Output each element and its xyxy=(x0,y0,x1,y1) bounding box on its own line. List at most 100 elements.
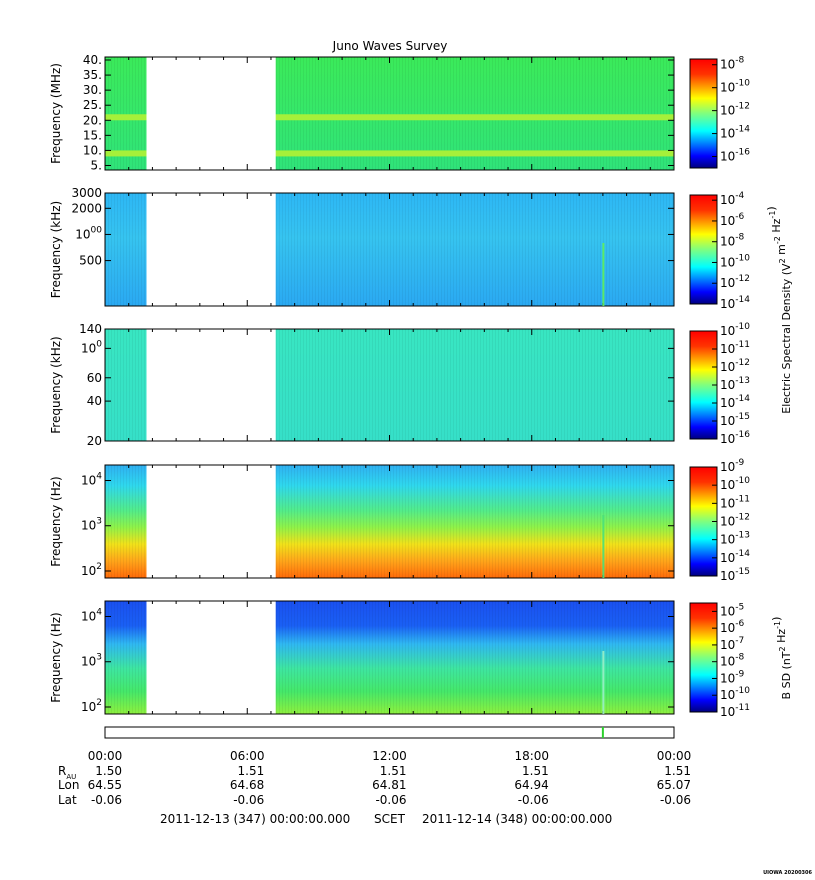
colorbar-tick-label: 10-8 xyxy=(720,233,745,249)
colorbar-tick-label: 10-12 xyxy=(720,358,750,374)
ephem-value: -0.06 xyxy=(518,793,549,807)
range-scet: SCET xyxy=(374,812,406,826)
colorbar-tick-label: 10-13 xyxy=(720,376,750,392)
event-spike xyxy=(602,651,605,714)
y-tick-label: 20. xyxy=(83,113,102,127)
colorbar-tick-label: 10-10 xyxy=(720,253,750,269)
colorbar-tick-label: 10-13 xyxy=(720,531,750,547)
colorbar-tick-label: 10-12 xyxy=(720,513,750,529)
ephem-value: 65.07 xyxy=(657,778,691,792)
data-gap xyxy=(146,465,276,578)
ephem-value: 64.94 xyxy=(514,778,548,792)
footer-stamp: UIOWA 20200306 xyxy=(763,870,812,876)
event-strip xyxy=(104,726,675,739)
colorbar-tick-label: 10-8 xyxy=(720,653,745,669)
colorbar-tick-label: 10-11 xyxy=(720,703,750,719)
colorbar-4: 10-9 10-10 10-11 10-12 10-13 10-14 10-15 xyxy=(689,458,750,583)
data-gap xyxy=(146,193,276,306)
y-tick-label: 10. xyxy=(83,143,102,157)
ephem-value: -0.06 xyxy=(91,793,122,807)
ephem-value: 1.50 xyxy=(95,764,122,778)
colorbar-tick-label: 10-14 xyxy=(720,125,750,141)
panel-5: 102 103 104 Frequency (Hz) xyxy=(49,600,675,715)
colorbar-tick-label: 10-16 xyxy=(720,148,750,164)
time-tick-label: 00:00 xyxy=(657,749,692,763)
emission-band xyxy=(105,150,674,157)
colorbar-tick-label: 10-14 xyxy=(720,549,750,565)
y-tick-label: 2000 xyxy=(71,201,102,215)
y-axis-label: Frequency (kHz) xyxy=(49,336,63,433)
emission-band xyxy=(105,114,674,121)
colorbar-tick-label: 10-15 xyxy=(720,412,750,428)
time-axis: 00:00 06:00 12:00 18:00 00:00 xyxy=(88,749,692,763)
colorbar-tick-label: 10-11 xyxy=(720,494,750,510)
y-tick-label: 5. xyxy=(91,158,102,172)
ephem-value: -0.06 xyxy=(375,793,406,807)
range-start: 2011-12-13 (347) 00:00:00.000 xyxy=(160,812,350,826)
y-axis-label: Frequency (Hz) xyxy=(49,476,63,567)
colorbar-tick-label: 10-7 xyxy=(720,636,744,652)
colorbars: 10-8 10-10 10-12 10-14 10-16 10-4 10-6 10-8 10-1… xyxy=(689,56,750,719)
ephem-value: 1.51 xyxy=(664,764,691,778)
ephem-value: 64.81 xyxy=(372,778,406,792)
ephem-value: -0.06 xyxy=(660,793,691,807)
range-end: 2011-12-14 (348) 00:00:00.000 xyxy=(422,812,612,826)
electric-colorbar-title: Electric Spectral Density (V2 m-2 Hz-1) xyxy=(765,206,793,413)
y-tick-label: 104 xyxy=(81,471,102,487)
ephem-value: -0.06 xyxy=(233,793,264,807)
time-tick-label: 12:00 xyxy=(372,749,407,763)
colorbar-tick-label: 10-11 xyxy=(720,340,750,356)
y-tick-label: 103 xyxy=(81,517,102,533)
y-axis-label: Frequency (kHz) xyxy=(49,201,63,298)
colorbar-tick-label: 10-15 xyxy=(720,567,750,583)
y-tick-label: 35. xyxy=(83,68,102,82)
colorbar-tick-label: 10-10 xyxy=(720,79,750,95)
ephem-value: 64.68 xyxy=(230,778,264,792)
colorbar-scale xyxy=(689,58,718,169)
time-tick-label: 00:00 xyxy=(88,749,123,763)
colorbar-tick-label: 10-14 xyxy=(720,394,750,410)
y-axis-label: Frequency (MHz) xyxy=(49,63,63,164)
y-tick-label: 140 xyxy=(79,322,102,336)
colorbar-tick-label: 10-10 xyxy=(720,476,750,492)
y-tick-label: 3000 xyxy=(71,186,102,200)
data-gap xyxy=(146,329,276,441)
ephem-label: Lon xyxy=(58,778,79,792)
colorbar-tick-label: 10-12 xyxy=(720,274,750,290)
y-tick-label: 40. xyxy=(83,53,102,67)
colorbar-tick-label: 10-9 xyxy=(720,458,745,474)
colorbar-tick-label: 10-4 xyxy=(720,191,745,207)
colorbar-3: 10-10 10-11 10-12 10-13 10-14 10-15 10-16 xyxy=(689,322,750,446)
colorbar-tick-label: 10-16 xyxy=(720,430,750,446)
y-tick-label: 100 xyxy=(81,339,102,355)
y-tick-label: 103 xyxy=(81,653,102,669)
ephem-value: 64.55 xyxy=(88,778,122,792)
ephem-label-r: RAU xyxy=(58,764,76,781)
y-tick-label: 104 xyxy=(81,607,102,623)
colorbar-tick-label: 10-12 xyxy=(720,102,750,118)
panel-1: 5.10.15.20.25.30.35.40. Frequency (MHz) xyxy=(49,53,675,172)
colorbar-scale xyxy=(689,194,718,305)
colorbar-scale xyxy=(689,602,718,713)
panel-4: 102 103 104 Frequency (Hz) xyxy=(49,464,675,579)
colorbar-1: 10-8 10-10 10-12 10-14 10-16 xyxy=(689,56,750,169)
y-tick-label: 102 xyxy=(81,562,102,578)
colorbar-tick-label: 10-10 xyxy=(720,686,750,702)
colorbar-2: 10-4 10-6 10-8 10-10 10-12 10-14 xyxy=(689,191,750,311)
ephem-value: 1.51 xyxy=(522,764,549,778)
y-tick-label: 500 xyxy=(79,254,102,268)
y-tick-label: 1000 xyxy=(75,225,102,241)
y-tick-label: 20 xyxy=(87,434,102,448)
time-tick-label: 18:00 xyxy=(514,749,549,763)
colorbar-tick-label: 10-6 xyxy=(720,212,745,228)
data-gap xyxy=(146,601,276,714)
y-tick-label: 25. xyxy=(83,98,102,112)
colorbar-tick-label: 10-14 xyxy=(720,295,750,311)
y-tick-label: 60 xyxy=(87,371,102,385)
event-strip-frame xyxy=(104,726,675,739)
colorbar-tick-label: 10-5 xyxy=(720,602,744,618)
data-gap xyxy=(146,57,276,170)
panel-3: 20 40 60 100 140 Frequency (kHz) xyxy=(49,322,675,448)
